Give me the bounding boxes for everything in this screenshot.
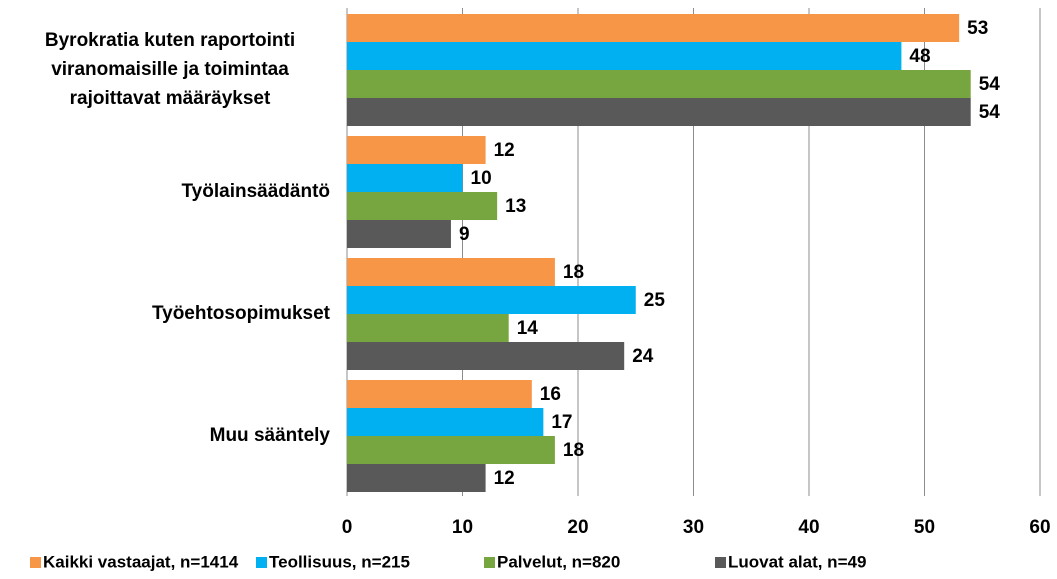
y-tick-label: Byrokratia kuten raportointi viranomaisi…	[44, 29, 296, 109]
x-tick-label: 60	[1029, 517, 1050, 538]
x-tick-label: 0	[342, 517, 353, 538]
data-label: 17	[551, 412, 572, 433]
data-label: 12	[494, 468, 515, 489]
data-label: 24	[632, 346, 654, 367]
bar	[347, 164, 463, 192]
legend-swatch	[484, 557, 495, 568]
legend-label: Luovat alat, n=49	[728, 552, 866, 571]
data-label: 13	[505, 196, 526, 217]
y-tick-label: Muu sääntely	[209, 424, 330, 446]
bar	[347, 136, 486, 164]
data-label: 9	[459, 224, 470, 245]
bar	[347, 464, 486, 492]
data-label: 14	[517, 318, 539, 339]
data-label: 25	[644, 290, 666, 311]
bar	[347, 70, 971, 98]
y-tick-label: Työlainsäädäntö	[181, 180, 330, 202]
legend-label: Kaikki vastaajat, n=1414	[43, 552, 239, 571]
x-tick-label: 30	[683, 517, 704, 538]
data-label: 12	[494, 140, 515, 161]
x-tick-label: 50	[914, 517, 935, 538]
data-label: 18	[563, 440, 584, 461]
data-label: 16	[540, 384, 561, 405]
bar	[347, 380, 532, 408]
data-label: 54	[979, 74, 1001, 95]
bar	[347, 286, 636, 314]
data-label: 53	[967, 18, 988, 39]
legend-swatch	[30, 557, 41, 568]
legend-swatch	[256, 557, 267, 568]
x-tick-label: 40	[798, 517, 819, 538]
legend-label: Palvelut, n=820	[497, 552, 620, 571]
legend-label: Teollisuus, n=215	[269, 552, 410, 571]
category-label-box: Byrokratia kuten raportointi viranomaisi…	[0, 8, 330, 130]
category-label-box: Työehtosopimukset	[0, 252, 330, 374]
y-tick-label: Työehtosopimukset	[151, 302, 330, 324]
data-label: 18	[563, 262, 584, 283]
x-tick-label: 20	[567, 517, 588, 538]
bar	[347, 314, 509, 342]
bar	[347, 14, 960, 42]
bar	[347, 436, 555, 464]
bar	[347, 192, 498, 220]
bar	[347, 342, 625, 370]
category-label-box: Työlainsäädäntö	[0, 130, 330, 252]
data-label: 54	[979, 102, 1001, 123]
bar	[347, 98, 971, 126]
bar	[347, 408, 544, 436]
data-label: 48	[909, 46, 930, 67]
bar	[347, 42, 902, 70]
x-tick-label: 10	[452, 517, 473, 538]
data-label: 10	[471, 168, 492, 189]
bar	[347, 220, 451, 248]
legend-swatch	[715, 557, 726, 568]
bar	[347, 258, 555, 286]
category-label-box: Muu sääntely	[0, 374, 330, 496]
